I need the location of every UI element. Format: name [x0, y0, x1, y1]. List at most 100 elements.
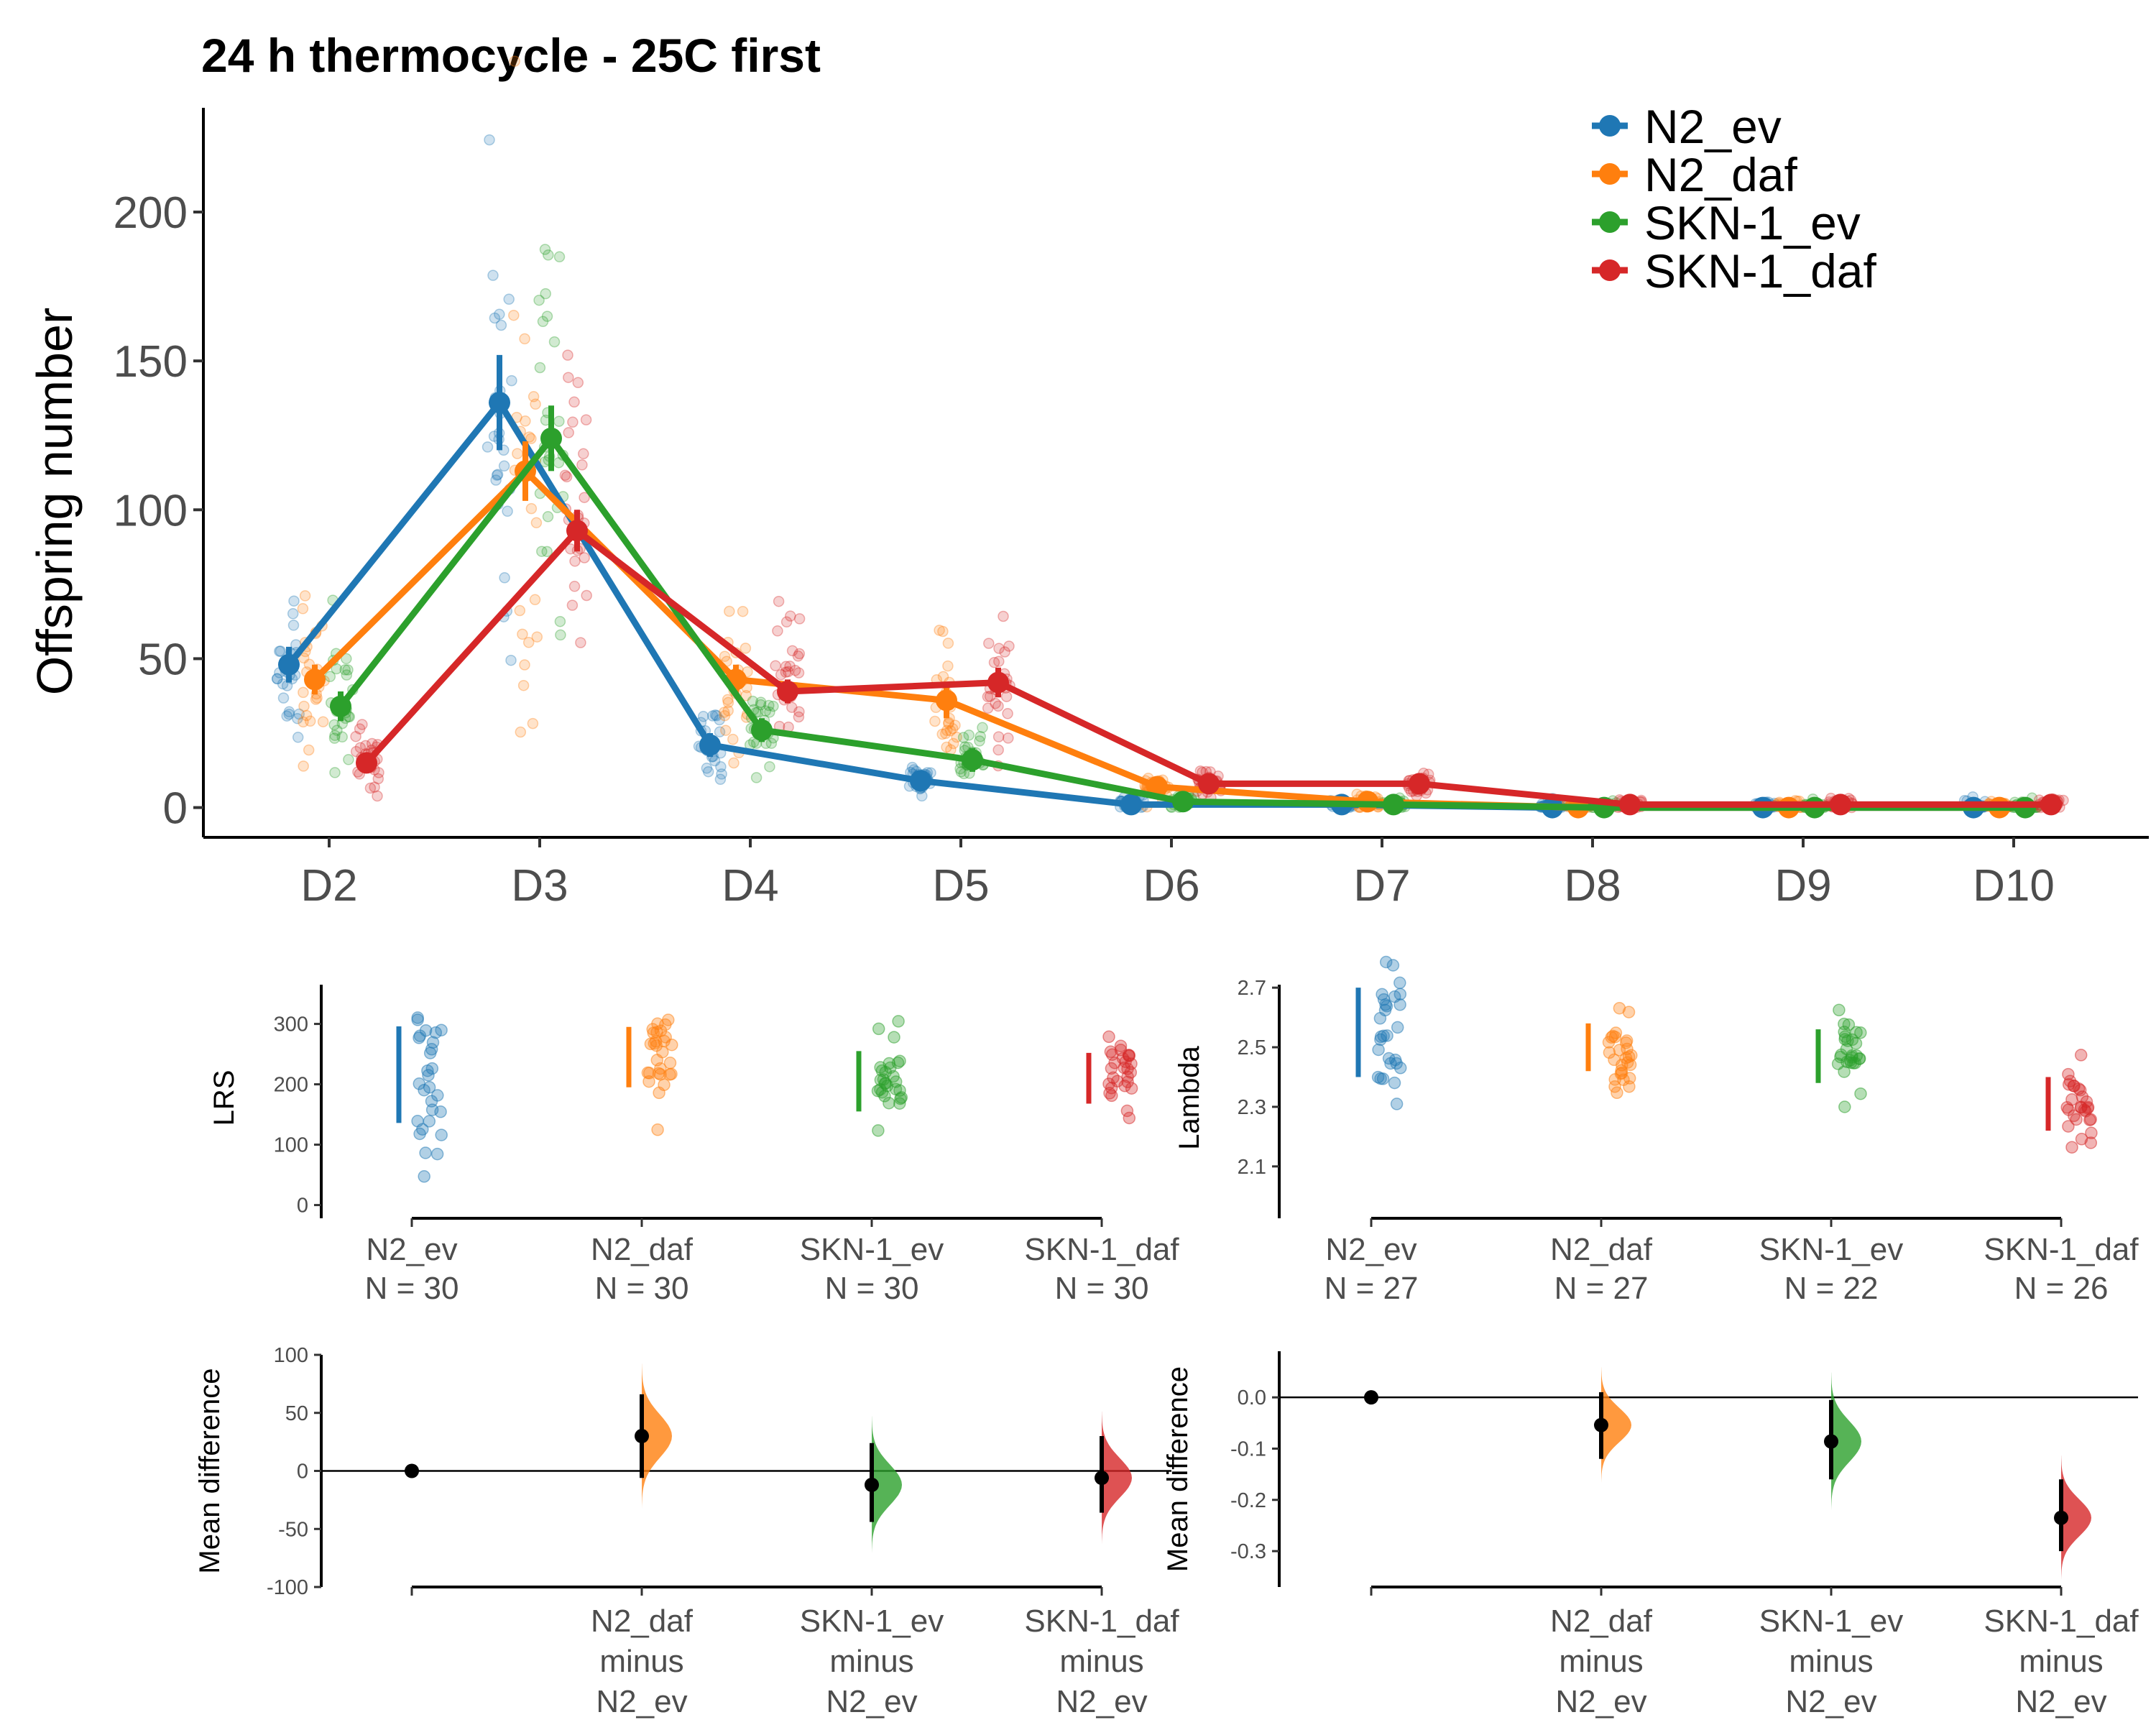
y-tick-label: 100 [114, 486, 188, 535]
raw-point [356, 719, 368, 730]
mean-point [356, 752, 377, 774]
legend-label: SKN-1_ev [1644, 196, 1861, 249]
x-tick-label: D4 [722, 861, 778, 911]
raw-point [354, 723, 366, 735]
group-name-label: SKN-1_daf [1024, 1232, 1179, 1267]
raw-point [1611, 1086, 1623, 1100]
mean-point [1409, 773, 1430, 795]
raw-point [517, 628, 528, 640]
mean-point [1830, 794, 1851, 816]
y-tick-label: 2.1 [1238, 1156, 1266, 1179]
raw-point [893, 1084, 906, 1097]
contrast-label: minus [1059, 1644, 1143, 1679]
raw-point [578, 448, 589, 460]
mean-point [304, 668, 326, 691]
mean-point [489, 392, 510, 414]
raw-point [339, 664, 351, 676]
raw-point [277, 678, 289, 690]
raw-point [654, 1024, 668, 1037]
raw-point [272, 673, 283, 685]
raw-point [563, 427, 574, 438]
y-axis-title: Mean difference [194, 1368, 226, 1573]
contrast-label: minus [1789, 1644, 1873, 1679]
raw-point [2074, 1049, 2088, 1062]
lambda-diff-panel: -0.3 -0.2 -0.1 0.0 Mean difference N2_dafminu… [1162, 1351, 2139, 1719]
raw-point [297, 603, 309, 615]
y-tick-label: 50 [285, 1402, 308, 1425]
x-tick-label: D5 [932, 861, 989, 911]
raw-point [509, 55, 520, 67]
y-axis-title: Lambda [1174, 1045, 1205, 1149]
raw-point [512, 448, 523, 459]
raw-point [789, 665, 801, 676]
raw-point [998, 610, 1009, 622]
y-tick-label: 0 [297, 1195, 308, 1218]
mean-point [987, 671, 1009, 694]
legend-swatch-dot [1599, 163, 1621, 185]
raw-point [287, 620, 300, 631]
mean-diff-point [865, 1477, 879, 1492]
raw-point [1194, 765, 1207, 777]
raw-point [303, 658, 315, 671]
raw-point [1388, 1053, 1402, 1067]
raw-point [525, 502, 538, 515]
raw-point [542, 511, 554, 523]
raw-point [2079, 1105, 2092, 1118]
raw-point [413, 1031, 425, 1044]
y-tick-label: -0.1 [1230, 1438, 1266, 1460]
raw-point [780, 616, 793, 628]
raw-point [1123, 1111, 1136, 1125]
raw-point [434, 1105, 447, 1118]
raw-point [411, 1115, 424, 1128]
raw-point [1002, 708, 1013, 719]
raw-point [780, 661, 792, 673]
raw-point [974, 735, 985, 747]
raw-point [530, 517, 543, 529]
raw-point [650, 1054, 664, 1067]
raw-point [1608, 1030, 1622, 1044]
raw-point [940, 727, 952, 740]
raw-point [2065, 1141, 2078, 1154]
bootstrap-distribution [642, 1363, 672, 1509]
group-name-label: N2_ev [366, 1232, 457, 1267]
raw-point [719, 650, 731, 662]
contrast-label: N2_ev [1056, 1684, 1147, 1719]
raw-point [341, 669, 353, 681]
raw-point [423, 1046, 437, 1059]
group-name-label: N2_daf [1550, 1232, 1653, 1267]
raw-point [343, 754, 354, 765]
raw-point [942, 660, 954, 672]
raw-point [435, 1128, 448, 1141]
raw-point [992, 731, 1005, 742]
raw-point [506, 374, 517, 387]
raw-point [1854, 1026, 1867, 1039]
raw-point [1613, 1001, 1626, 1015]
group-name-label: SKN-1_daf [1984, 1232, 2139, 1267]
raw-point [718, 707, 730, 718]
raw-point [782, 666, 794, 678]
mean-diff-point [635, 1429, 649, 1444]
raw-point [714, 726, 726, 737]
raw-point [502, 505, 513, 518]
raw-point [1381, 1029, 1393, 1042]
series-line-SKN-1_daf [364, 527, 2051, 808]
raw-point [531, 631, 543, 643]
raw-point [372, 773, 384, 785]
group-name-label: SKN-1_ev [1759, 1232, 1904, 1267]
bootstrap-distribution [2061, 1455, 2091, 1581]
raw-point [2075, 1133, 2088, 1146]
group-n-label: N = 30 [365, 1271, 459, 1306]
y-tick-label: 0 [297, 1460, 308, 1484]
raw-point [792, 650, 804, 662]
raw-point [883, 1096, 895, 1110]
raw-point [298, 760, 309, 772]
raw-point [714, 773, 727, 786]
x-tick-label: D10 [1973, 861, 2055, 911]
raw-point [491, 469, 503, 481]
raw-point [727, 733, 739, 745]
raw-point [750, 772, 763, 783]
raw-point [975, 730, 986, 742]
raw-point [430, 1147, 444, 1161]
